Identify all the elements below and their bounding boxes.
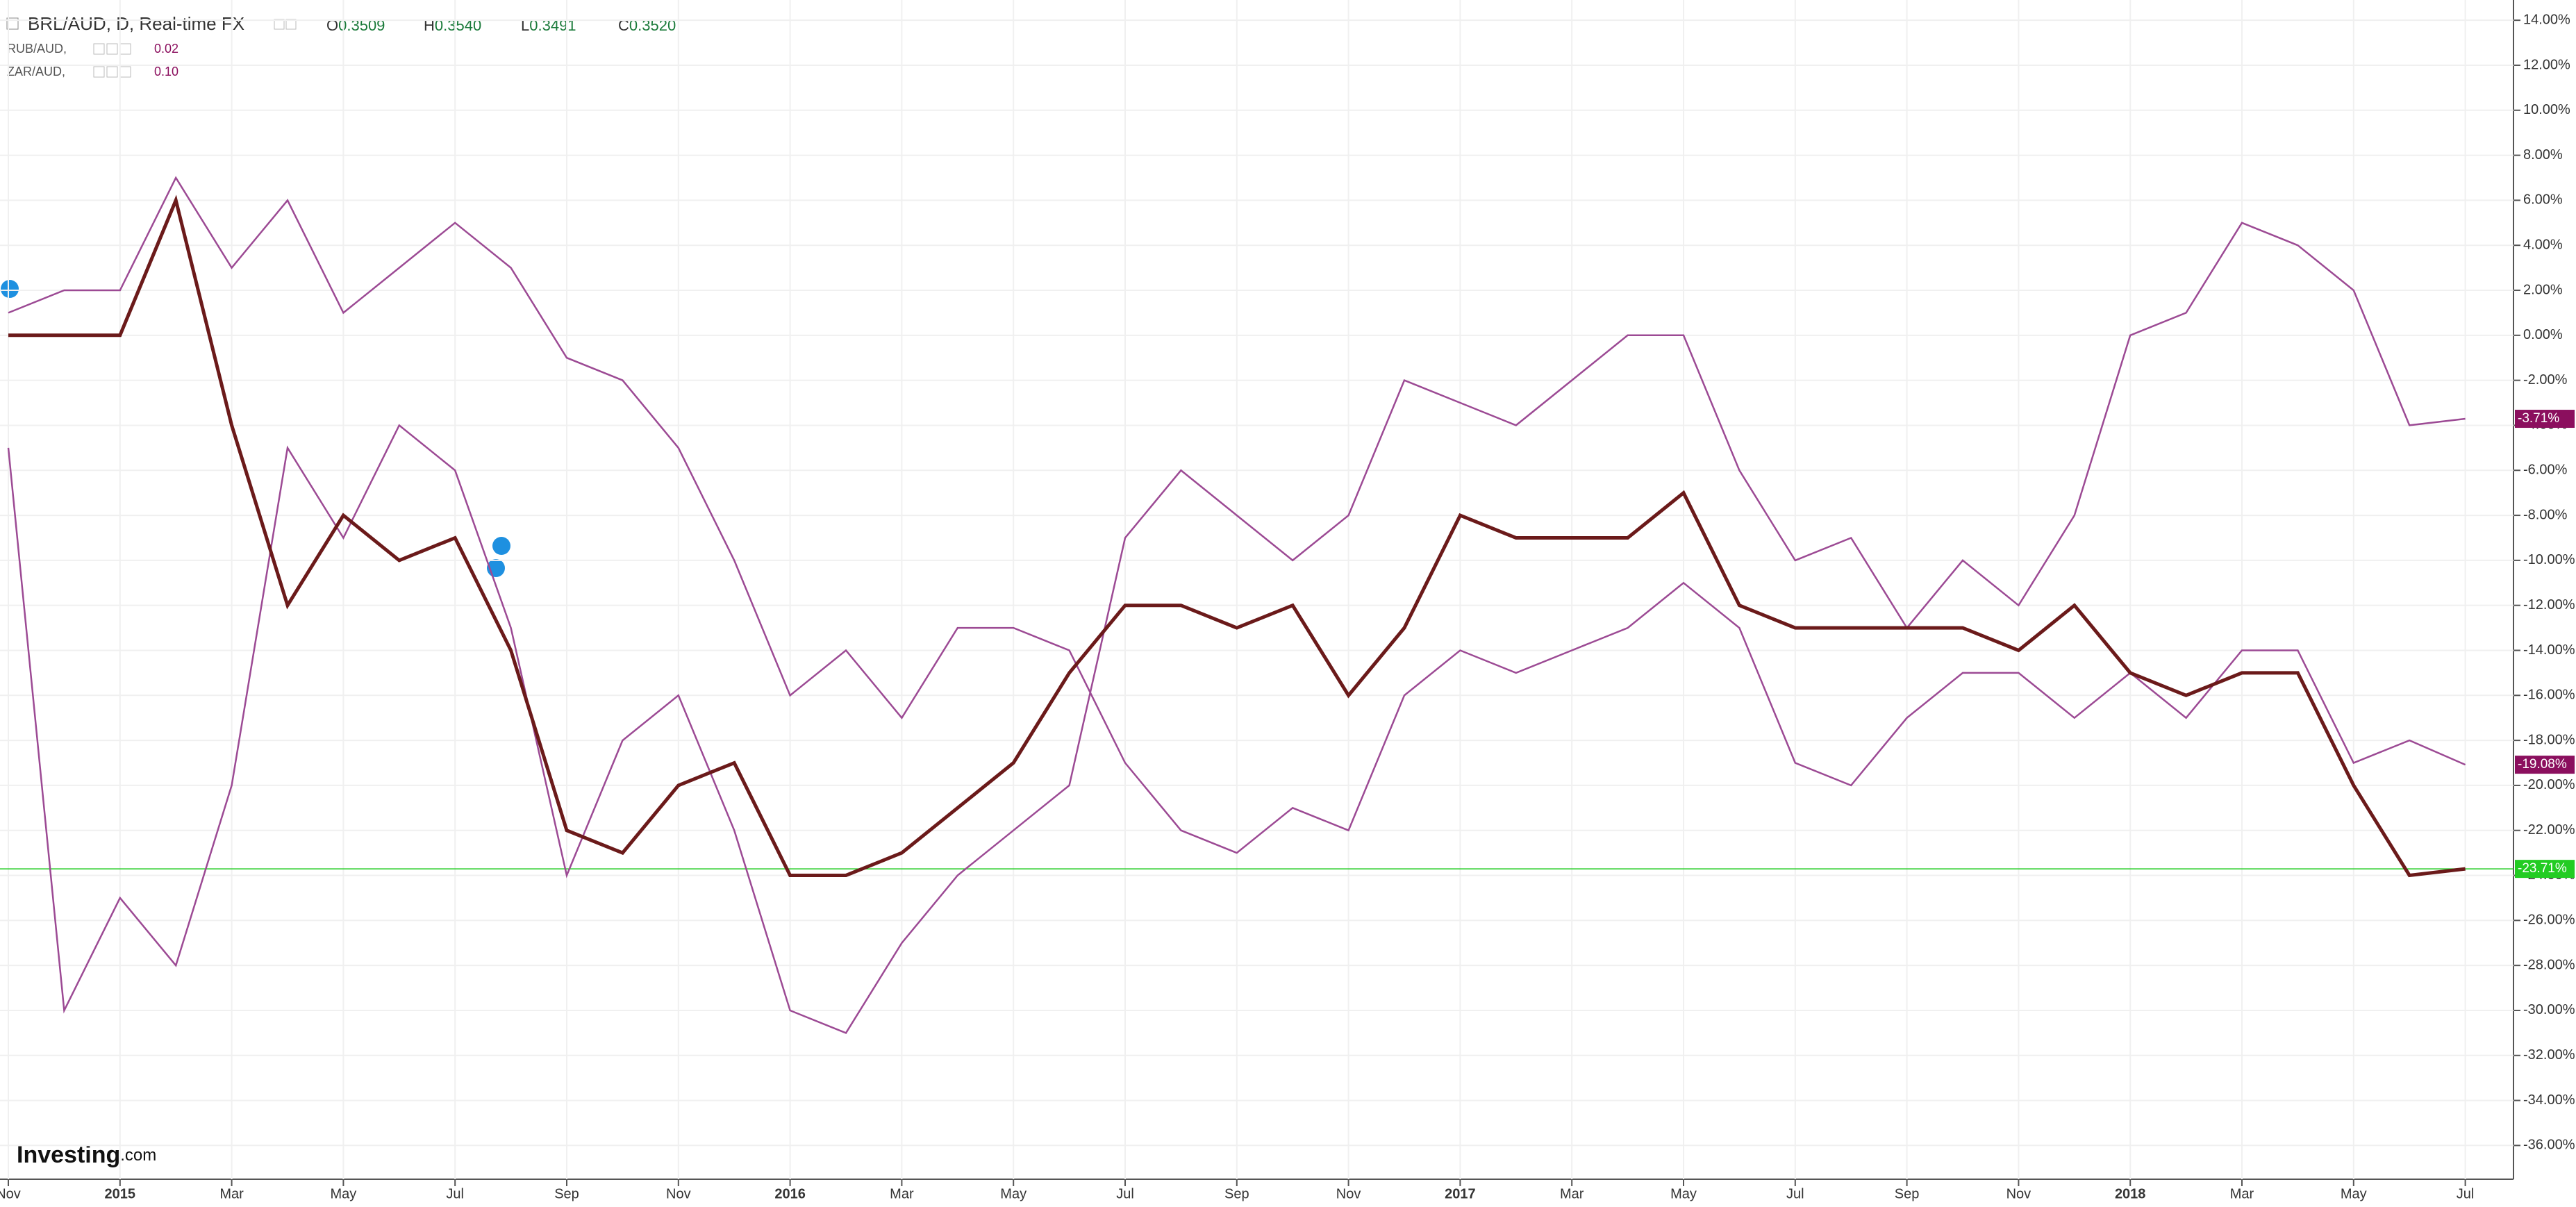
icon <box>93 66 105 78</box>
series-line <box>8 176 2466 854</box>
x-tick-label: Nov <box>2006 1186 2031 1201</box>
x-tick-label: May <box>331 1186 357 1201</box>
y-tick-label: 2.00% <box>2523 282 2563 297</box>
last-value-label: -23.71% <box>2518 861 2567 876</box>
marker[interactable] <box>1 280 19 298</box>
series-line <box>7 222 2466 1034</box>
y-tick-label: -32.00% <box>2523 1047 2575 1063</box>
y-tick-label: -14.00% <box>2523 642 2575 658</box>
last-value-tag <box>2515 756 2575 774</box>
y-tick-label: 14.00% <box>2523 12 2570 27</box>
x-tick-label: Mar <box>1560 1186 1584 1201</box>
icon <box>274 19 285 30</box>
compare-name: ZAR/AUD, <box>7 65 65 78</box>
x-tick-label: 2016 <box>774 1186 806 1201</box>
icon <box>106 43 118 55</box>
ohlc-label: O <box>326 17 338 34</box>
y-tick-label: -16.00% <box>2523 688 2575 703</box>
x-tick-label: Jul <box>1116 1186 1134 1201</box>
chart-title: BRL/AUD, D, Real-time FX <box>28 13 244 34</box>
y-tick-label: -26.00% <box>2523 913 2575 928</box>
marker[interactable] <box>492 537 510 555</box>
ohlc-value: 0.3491 <box>529 17 576 34</box>
last-value-tag <box>2515 410 2575 428</box>
y-tick-label: -36.00% <box>2523 1138 2575 1153</box>
y-tick-label: -6.00% <box>2523 463 2568 478</box>
ohlc-item: L0.3491 <box>521 17 576 34</box>
icon <box>93 43 105 55</box>
x-tick-label: 2015 <box>105 1186 136 1201</box>
ohlc-label: H <box>424 17 435 34</box>
x-tick-label: Nov <box>666 1186 691 1201</box>
x-tick-label: Sep <box>1224 1186 1249 1201</box>
x-tick-label: May <box>2341 1186 2367 1201</box>
ohlc-item: O0.3509 <box>326 17 385 34</box>
x-tick-label: Jul <box>2457 1186 2475 1201</box>
y-tick-label: 0.00% <box>2523 327 2563 342</box>
logo-suffix: .com <box>120 1146 156 1165</box>
last-value-label: -3.71% <box>2518 411 2559 426</box>
ohlc-label: L <box>521 17 529 34</box>
x-tick-label: 2018 <box>2115 1186 2146 1201</box>
ohlc-value: 0.3520 <box>629 17 676 34</box>
compare-name: RUB/AUD, <box>7 42 67 56</box>
y-tick-label: -8.00% <box>2523 507 2568 522</box>
y-tick-label: -34.00% <box>2523 1092 2575 1108</box>
y-tick-label: -30.00% <box>2523 1002 2575 1017</box>
x-tick-label: Mar <box>219 1186 244 1201</box>
y-tick-label: 6.00% <box>2523 192 2563 208</box>
x-tick-label: 2017 <box>1445 1186 1476 1201</box>
x-tick-label: May <box>1670 1186 1697 1201</box>
ohlc-item: C0.3520 <box>618 17 676 34</box>
ohlc-item: H0.3540 <box>424 17 481 34</box>
compare-value: 0.10 <box>154 65 178 78</box>
x-tick-label: Sep <box>554 1186 579 1201</box>
y-tick-label: 12.00% <box>2523 57 2570 72</box>
x-tick-label: Jul <box>446 1186 464 1201</box>
x-tick-label: Sep <box>1895 1186 1920 1201</box>
collapse-icon[interactable] <box>6 17 19 30</box>
y-tick-label: -18.00% <box>2523 732 2575 747</box>
y-tick-label: -28.00% <box>2523 957 2575 972</box>
icon <box>285 19 297 30</box>
y-tick-label: -22.00% <box>2523 822 2575 838</box>
y-tick-label: 4.00% <box>2523 237 2563 252</box>
compare-value: 0.02 <box>154 42 178 56</box>
icon <box>106 66 118 78</box>
y-tick-label: -12.00% <box>2523 597 2575 613</box>
x-tick-label: May <box>1000 1186 1027 1201</box>
y-tick-label: 8.00% <box>2523 147 2563 163</box>
x-tick-label: Mar <box>2230 1186 2254 1201</box>
ohlc-value: 0.3509 <box>338 17 385 34</box>
series-line <box>8 194 2466 878</box>
x-tick-label: Nov <box>0 1186 21 1201</box>
last-value-tag <box>2515 860 2575 879</box>
y-tick-label: 10.00% <box>2523 102 2570 117</box>
x-tick-label: Jul <box>1786 1186 1804 1201</box>
last-value-label: -19.08% <box>2518 757 2567 772</box>
ohlc-label: C <box>618 17 629 34</box>
y-tick-label: -10.00% <box>2523 552 2575 567</box>
y-tick-label: -2.00% <box>2523 372 2568 388</box>
x-tick-label: Nov <box>1336 1186 1361 1201</box>
x-tick-label: Mar <box>890 1186 914 1201</box>
ohlc-value: 0.3540 <box>435 17 481 34</box>
header: BRL/AUD, D, Real-time FX <box>6 13 244 34</box>
y-tick-label: -20.00% <box>2523 777 2575 792</box>
